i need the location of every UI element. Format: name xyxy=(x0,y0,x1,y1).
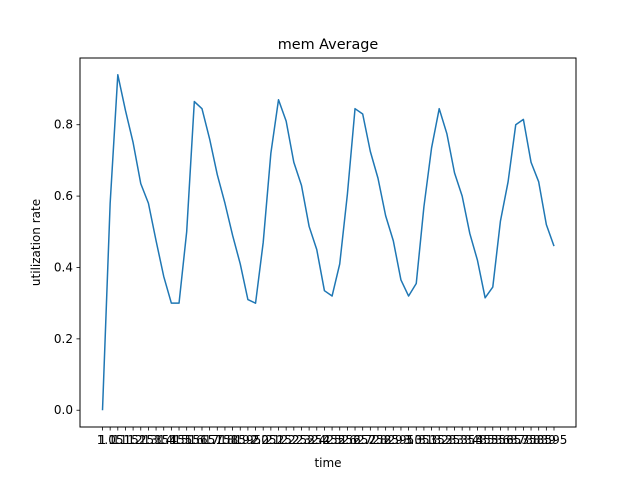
x-tick-label: 2.5 xyxy=(323,433,342,447)
x-tick-label: 2.25 xyxy=(280,433,307,447)
x-tick-label: 1.75 xyxy=(204,433,231,447)
x-tick-label: 1.4 xyxy=(154,433,173,447)
x-tick-label: 1.55 xyxy=(173,433,200,447)
x-tick-label: 3.7 xyxy=(506,433,525,447)
x-tick-label: 1.9 xyxy=(231,433,250,447)
x-tick-label: 3.9 xyxy=(537,433,556,447)
x-tick-label: 1.1 xyxy=(108,433,127,447)
x-tick-label: 3.55 xyxy=(479,433,506,447)
y-tick-label: 0.4 xyxy=(54,260,73,274)
x-tick-label: 1.85 xyxy=(219,433,246,447)
x-tick-label: 1.35 xyxy=(143,433,170,447)
x-tick-label: 3.75 xyxy=(510,433,537,447)
x-tick-label: 2.45 xyxy=(311,433,338,447)
x-tick-label: 3.5 xyxy=(476,433,495,447)
x-tick-label: 2.65 xyxy=(342,433,369,447)
x-tick-label: 3.4 xyxy=(460,433,479,447)
x-tick-label: 3.45 xyxy=(464,433,491,447)
x-tick-label: 3.35 xyxy=(449,433,476,447)
x-tick-label: 3.05 xyxy=(403,433,430,447)
x-tick-label: 1.45 xyxy=(158,433,185,447)
x-axis-ticks: 11.051.11.151.21.251.31.351.41.451.51.55… xyxy=(97,427,568,447)
series-group xyxy=(101,74,555,411)
x-tick-label: 2.6 xyxy=(338,433,357,447)
x-tick-label: 2.7 xyxy=(353,433,372,447)
x-tick-label: 1.3 xyxy=(139,433,158,447)
x-tick-label: 3.6 xyxy=(491,433,510,447)
x-tick-label: 1.7 xyxy=(200,433,219,447)
x-axis-label: time xyxy=(314,456,341,470)
x-tick-label: 1.65 xyxy=(189,433,216,447)
x-tick-label: 2.3 xyxy=(292,433,311,447)
x-tick-label: 3.15 xyxy=(418,433,445,447)
x-tick-label: 1 xyxy=(99,433,107,447)
x-tick-label: 3.8 xyxy=(521,433,540,447)
x-tick-label: 2.35 xyxy=(296,433,323,447)
y-axis-label: utilization rate xyxy=(29,199,43,286)
y-tick-label: 0.2 xyxy=(54,332,73,346)
x-tick-label: 2.55 xyxy=(326,433,353,447)
y-tick-label: 0.6 xyxy=(54,189,73,203)
x-tick-label: 3.2 xyxy=(430,433,449,447)
x-tick-label: 2.9 xyxy=(384,433,403,447)
x-tick-label: 1.2 xyxy=(124,433,143,447)
x-tick-label: 3.3 xyxy=(445,433,464,447)
x-tick-label: 2.4 xyxy=(307,433,326,447)
x-tick-label: 3.65 xyxy=(495,433,522,447)
x-tick-label: 1.6 xyxy=(185,433,204,447)
x-tick-label: 2.05 xyxy=(250,433,277,447)
y-tick-label: 0.8 xyxy=(54,118,73,132)
x-tick-label: 2 xyxy=(252,433,260,447)
plot-frame xyxy=(79,57,577,428)
x-tick-label: 1.25 xyxy=(127,433,154,447)
y-axis-ticks: 0.0 0.2 0.4 0.6 0.8 xyxy=(54,118,80,417)
x-tick-label: 3.1 xyxy=(414,433,433,447)
x-tick-label: 2.85 xyxy=(372,433,399,447)
x-tick-label: 3.25 xyxy=(434,433,461,447)
y-tick-label: 0.0 xyxy=(54,403,73,417)
x-tick-label: 2.2 xyxy=(277,433,296,447)
x-tick-label: 1.5 xyxy=(169,433,188,447)
x-tick-label: 2.8 xyxy=(368,433,387,447)
chart-title: mem Average xyxy=(278,37,379,53)
x-tick-label: 2.15 xyxy=(265,433,292,447)
x-tick-label: 1.8 xyxy=(215,433,234,447)
x-tick-label: 2.75 xyxy=(357,433,384,447)
x-tick-label: 3.95 xyxy=(541,433,568,447)
series-line xyxy=(101,74,555,411)
x-tick-label: 2.95 xyxy=(388,433,415,447)
x-tick-label: 3 xyxy=(405,433,413,447)
x-tick-label: 2.1 xyxy=(261,433,280,447)
x-tick-label: 1.15 xyxy=(112,433,139,447)
x-tick-label: 1.95 xyxy=(235,433,262,447)
x-tick-label: 1.05 xyxy=(97,433,124,447)
x-tick-label: 3.85 xyxy=(525,433,552,447)
